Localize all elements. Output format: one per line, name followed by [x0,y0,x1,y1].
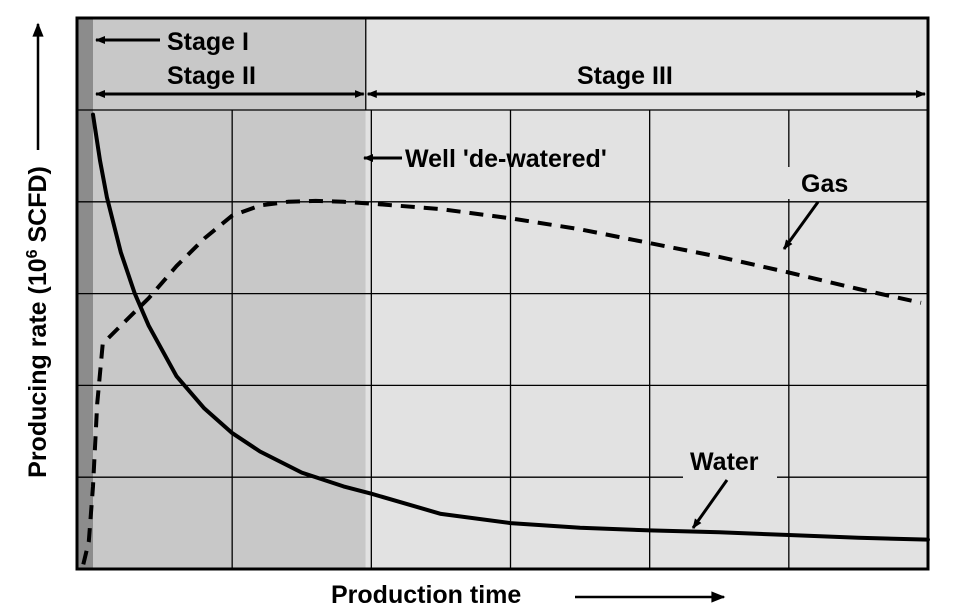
stage-arrows [95,36,926,98]
stage-3-label: Stage III [577,62,673,90]
gas-label: Gas [801,170,848,198]
gas-annotation: Gas [782,167,848,250]
series-layer [81,112,930,565]
grid-lines [77,18,928,569]
stage-2-label: Stage II [167,62,256,90]
water-label-bg [683,444,777,478]
x-axis-label: Production time [331,581,521,609]
gas-label-bg [786,167,842,199]
gas-arrow [782,201,820,250]
series-line-gas [81,198,922,565]
water-arrow [691,479,729,529]
plot-frame [75,16,930,571]
y-axis-title: Producing rate (106 SCFD) [24,166,52,478]
water-label: Water [690,448,759,476]
water-annotation: Water [683,444,777,529]
y-axis-label: Producing rate (106 SCFD) [24,166,52,478]
stage-1-label: Stage I [167,28,249,56]
dewatered-label: Well 'de-watered' [405,145,607,173]
dewatered-annotation: Well 'de-watered' [363,145,607,173]
series-line-water [91,112,930,542]
